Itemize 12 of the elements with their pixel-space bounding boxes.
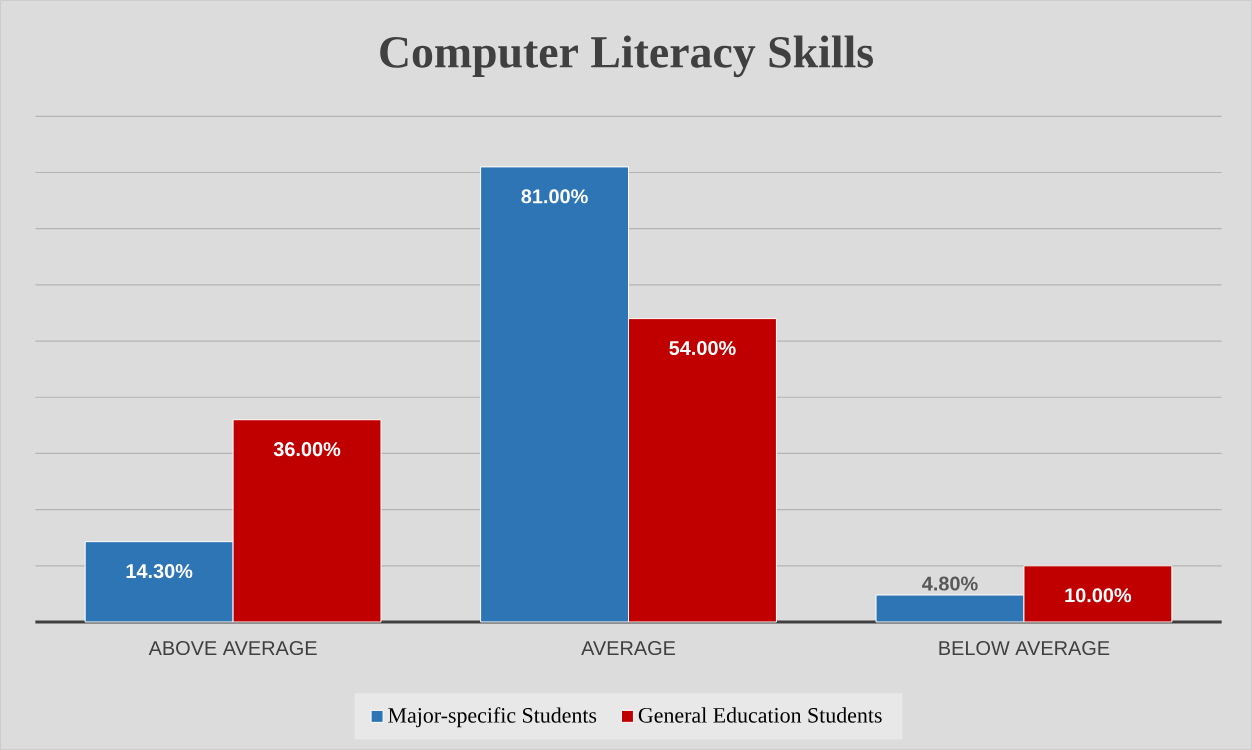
- data-label: 14.30%: [126, 563, 193, 578]
- data-label: 36.00%: [273, 441, 341, 457]
- chart-title: Computer Literacy Skills: [380, 35, 873, 78]
- data-label: 81.00%: [521, 189, 588, 204]
- x-tick-label: ABOVE AVERAGE: [148, 640, 317, 655]
- legend-label: Major-specific Students: [388, 707, 597, 728]
- x-tick-label: BELOW AVERAGE: [939, 640, 1110, 655]
- data-label: 4.80%: [922, 576, 978, 591]
- data-label: 10.00%: [1065, 588, 1132, 603]
- x-tick-label: AVERAGE: [581, 640, 676, 655]
- data-label: 54.00%: [669, 340, 736, 355]
- legend-label: General Education Students: [638, 707, 882, 723]
